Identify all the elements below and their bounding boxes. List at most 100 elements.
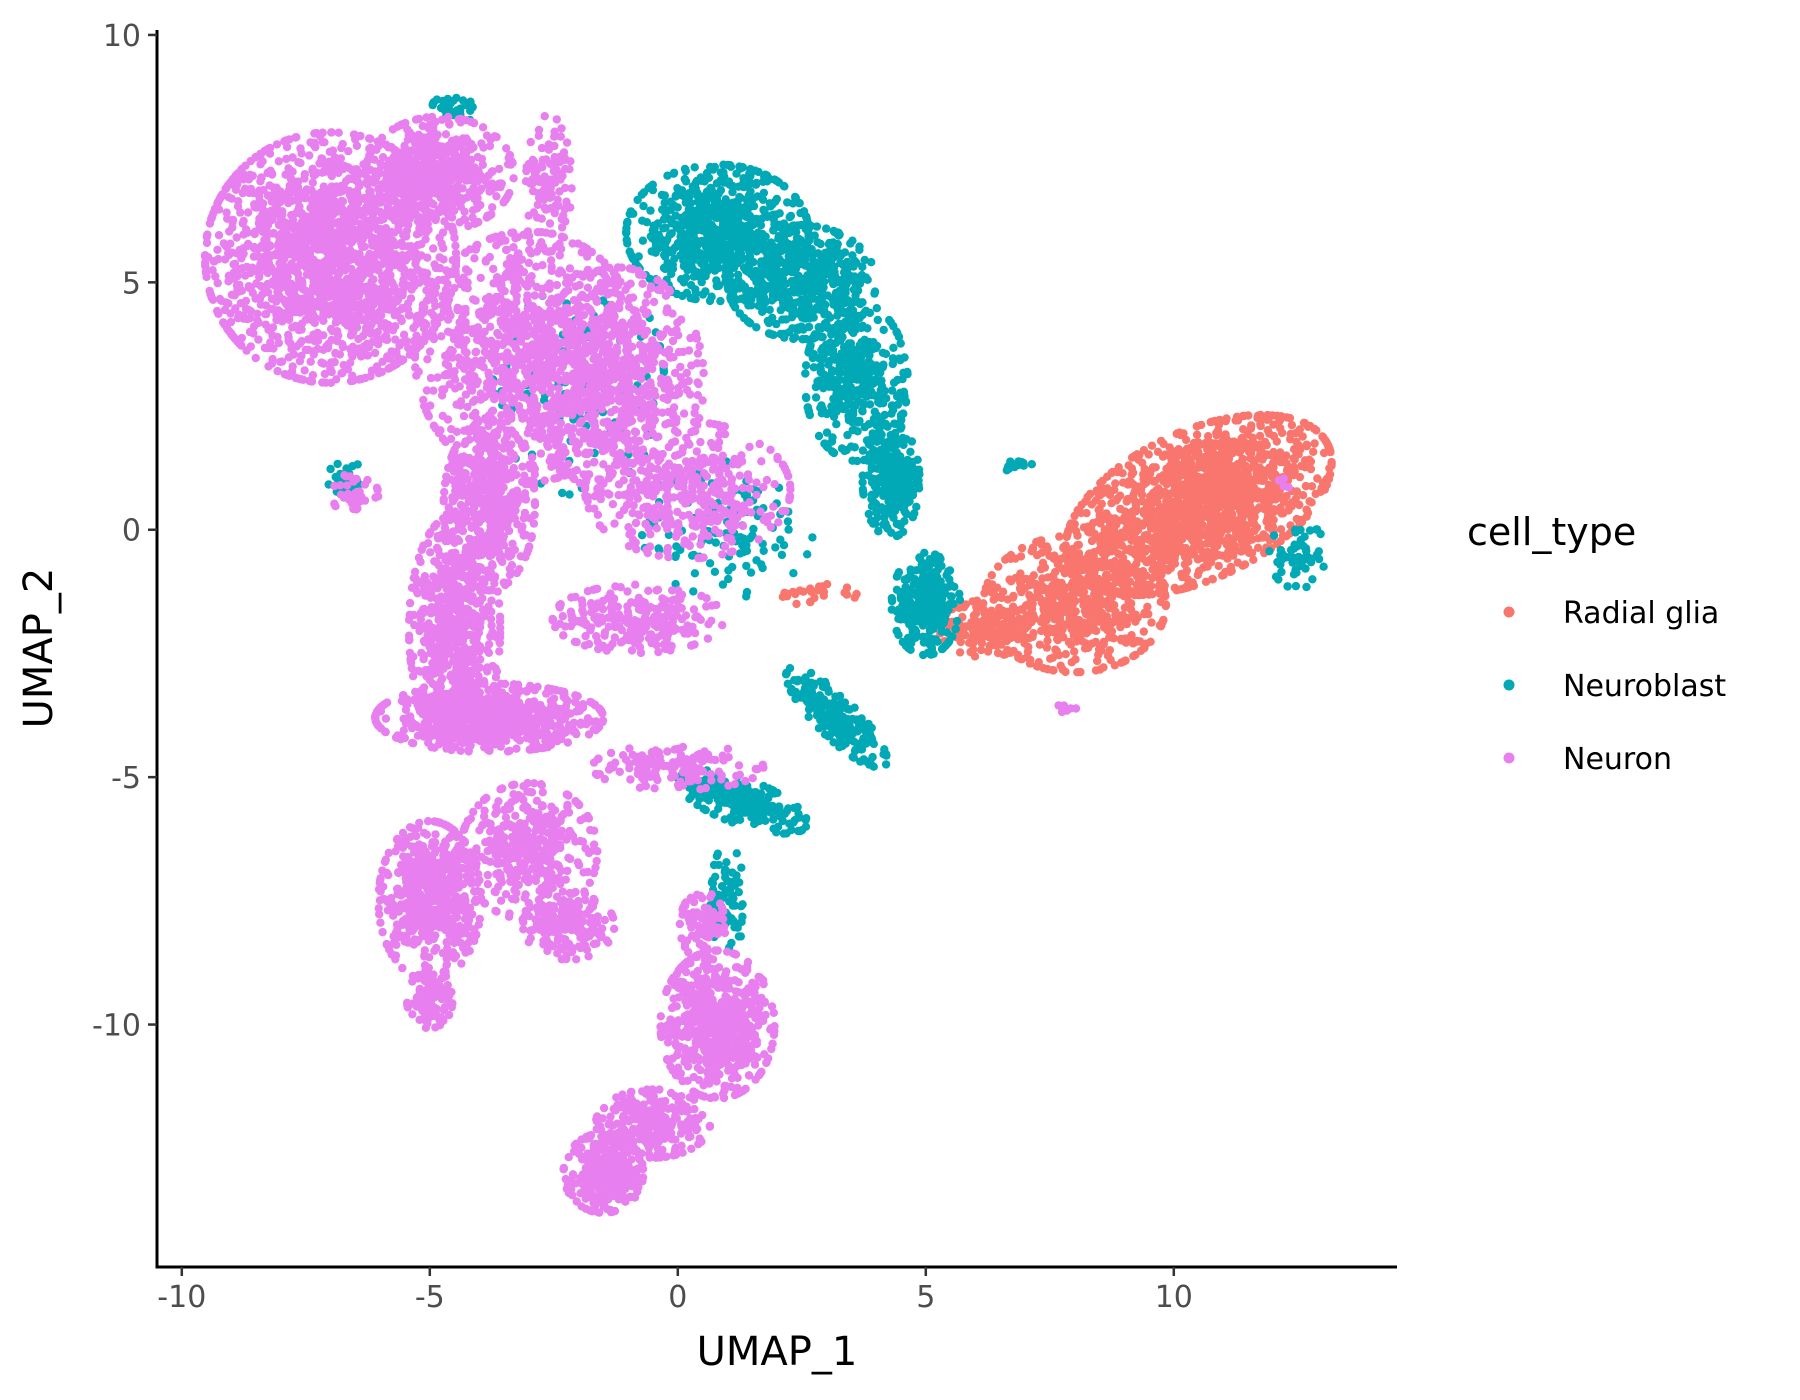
point-radial-glia xyxy=(1027,617,1036,627)
point-neuroblast xyxy=(1286,545,1296,555)
point-radial-glia xyxy=(795,586,805,595)
point-neuroblast xyxy=(853,456,862,466)
point-radial-glia xyxy=(1323,441,1333,450)
point-radial-glia xyxy=(981,626,991,636)
point-neuroblast xyxy=(1269,531,1279,540)
point-neuroblast xyxy=(875,426,884,435)
point-radial-glia xyxy=(1287,421,1297,430)
point-radial-glia xyxy=(1182,566,1192,575)
point-radial-glia xyxy=(1092,486,1102,495)
point-neuroblast xyxy=(831,376,841,385)
point-radial-glia xyxy=(1021,574,1031,584)
point-neuroblast xyxy=(690,163,699,172)
point-neuroblast xyxy=(946,592,955,601)
point-radial-glia xyxy=(1186,514,1195,524)
point-neuroblast xyxy=(789,803,799,813)
point-radial-glia xyxy=(1170,485,1179,494)
point-neuroblast xyxy=(893,500,903,509)
point-radial-glia xyxy=(1164,556,1174,565)
point-neuroblast xyxy=(1265,547,1274,556)
point-neuroblast xyxy=(835,297,845,306)
point-neuroblast xyxy=(858,321,867,330)
point-neuroblast xyxy=(787,688,796,697)
point-radial-glia xyxy=(1029,571,1039,580)
point-radial-glia xyxy=(1307,482,1317,491)
point-radial-glia xyxy=(1035,536,1045,545)
point-radial-glia xyxy=(1276,525,1286,534)
point-neuroblast xyxy=(815,302,825,312)
point-neuroblast xyxy=(734,182,743,191)
point-neuroblast xyxy=(835,252,845,261)
point-neuroblast xyxy=(814,431,824,441)
point-neuroblast xyxy=(783,198,792,207)
point-neuroblast xyxy=(724,285,733,294)
point-radial-glia xyxy=(1068,601,1077,610)
point-radial-glia xyxy=(1027,604,1037,613)
point-radial-glia xyxy=(1202,512,1212,521)
point-radial-glia xyxy=(1203,451,1213,461)
point-neuroblast xyxy=(776,223,785,232)
point-radial-glia xyxy=(1269,507,1279,517)
point-neuroblast xyxy=(805,270,814,279)
point-neuroblast xyxy=(930,581,939,590)
point-radial-glia xyxy=(1219,570,1228,580)
point-neuroblast xyxy=(722,205,732,214)
point-neuroblast xyxy=(858,275,868,284)
point-neuroblast xyxy=(749,194,758,203)
point-radial-glia xyxy=(1292,437,1301,446)
point-neuroblast xyxy=(838,332,847,342)
point-radial-glia xyxy=(1110,589,1119,598)
point-radial-glia xyxy=(1140,582,1150,592)
point-neuroblast xyxy=(813,377,822,386)
point-neuroblast xyxy=(785,287,794,297)
point-neuroblast xyxy=(806,668,816,678)
point-radial-glia xyxy=(1111,479,1120,488)
point-radial-glia xyxy=(1071,655,1080,664)
point-neuroblast xyxy=(705,221,714,230)
point-radial-glia xyxy=(1072,587,1082,596)
point-radial-glia xyxy=(1084,573,1093,582)
point-neuroblast xyxy=(729,918,738,927)
point-radial-glia xyxy=(1287,502,1296,511)
point-neuroblast xyxy=(1316,529,1325,539)
point-radial-glia xyxy=(1034,658,1044,667)
point-neuroblast xyxy=(804,712,813,722)
point-neuroblast xyxy=(896,412,906,421)
point-neuroblast xyxy=(815,287,824,296)
point-radial-glia xyxy=(1018,621,1027,630)
point-neuroblast xyxy=(762,248,771,257)
point-radial-glia xyxy=(1298,491,1308,500)
point-neuroblast xyxy=(732,801,741,811)
point-radial-glia xyxy=(1265,518,1274,527)
point-neuroblast xyxy=(691,184,700,193)
point-radial-glia xyxy=(1290,455,1299,464)
point-neuroblast xyxy=(1290,525,1300,534)
point-neuroblast xyxy=(872,464,882,473)
point-neuroblast xyxy=(852,715,861,724)
point-neuroblast xyxy=(878,363,887,372)
point-neuroblast xyxy=(894,614,903,623)
point-neuroblast xyxy=(892,448,901,457)
point-radial-glia xyxy=(1183,575,1193,584)
point-neuroblast xyxy=(691,252,700,261)
point-neuroblast xyxy=(798,313,807,322)
point-neuroblast xyxy=(1295,559,1305,569)
point-radial-glia xyxy=(1063,530,1072,539)
point-radial-glia xyxy=(1089,621,1098,630)
point-neuroblast xyxy=(767,296,776,305)
point-neuroblast xyxy=(728,818,737,827)
point-radial-glia xyxy=(1301,463,1310,472)
point-neuroblast xyxy=(869,414,879,424)
point-radial-glia xyxy=(1253,543,1263,552)
point-neuroblast xyxy=(905,619,914,629)
point-neuroblast xyxy=(894,605,903,614)
point-neuroblast xyxy=(646,182,655,191)
point-neuroblast xyxy=(797,826,807,835)
point-neuroblast xyxy=(850,746,860,756)
point-neuroblast xyxy=(944,567,953,576)
point-radial-glia xyxy=(1222,435,1231,444)
point-radial-glia xyxy=(1278,531,1288,540)
point-neuroblast xyxy=(804,322,814,332)
point-neuroblast xyxy=(853,418,863,427)
point-radial-glia xyxy=(998,587,1008,596)
